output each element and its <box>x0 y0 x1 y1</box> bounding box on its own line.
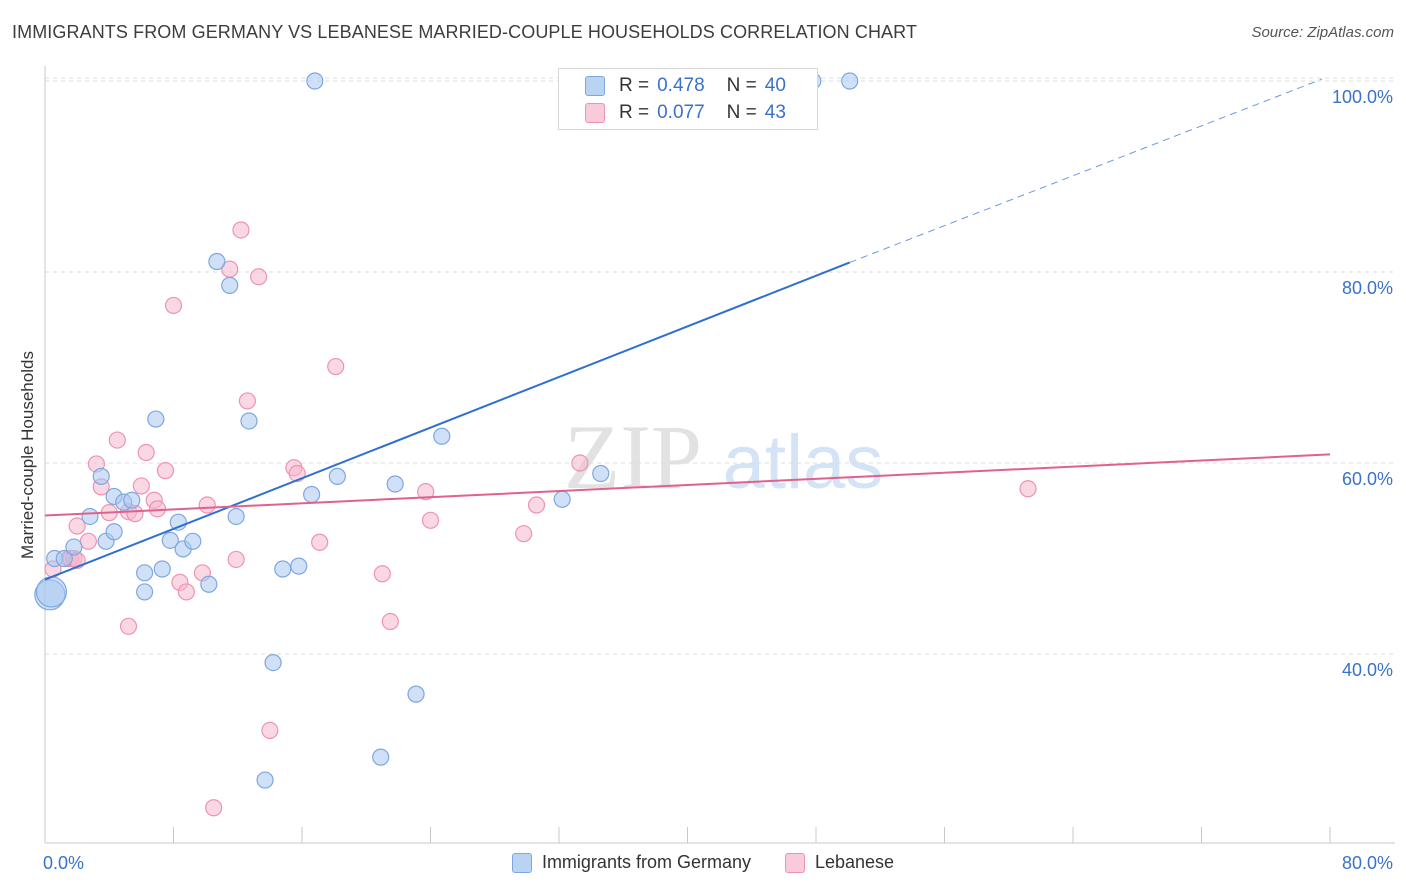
r-value: 0.478 <box>657 75 705 96</box>
point-germany <box>841 72 859 90</box>
point-lebanese <box>417 483 435 501</box>
point-germany <box>306 72 324 90</box>
legend-swatch-germany <box>585 76 605 96</box>
grid-lines <box>45 77 1395 655</box>
point-germany <box>553 490 571 508</box>
source-label: Source: ZipAtlas.com <box>1251 24 1394 41</box>
stats-legend: R = 0.478 N = 40 R = 0.077 N = 43 <box>558 68 818 130</box>
x-tick-label: 80.0% <box>1342 853 1393 873</box>
y-tick-label: 40.0% <box>1342 660 1393 680</box>
point-germany <box>65 538 83 556</box>
point-germany <box>227 507 245 526</box>
point-germany <box>592 464 610 483</box>
point-germany <box>153 560 171 578</box>
point-lebanese <box>261 721 279 740</box>
legend-label-germany: Immigrants from Germany <box>541 852 751 872</box>
point-germany <box>290 557 308 575</box>
point-germany <box>274 560 292 578</box>
trendline-lebanese <box>44 453 1331 517</box>
n-label: N = <box>726 75 757 96</box>
point-germany <box>372 748 390 766</box>
y-tick-label: 100.0% <box>1332 87 1393 107</box>
point-lebanese <box>148 500 167 518</box>
trendline-germany <box>44 261 851 581</box>
point-germany <box>92 467 110 485</box>
n-value: 40 <box>764 75 786 96</box>
point-lebanese <box>198 496 216 514</box>
watermark: ZIP atlas <box>564 406 883 508</box>
point-lebanese <box>327 357 345 376</box>
point-germany <box>161 531 179 549</box>
point-germany <box>147 410 165 428</box>
point-lebanese <box>205 799 223 817</box>
y-tick-label: 80.0% <box>1342 278 1393 298</box>
point-germany <box>184 532 202 550</box>
trendline-germany-extension <box>849 78 1323 263</box>
stats-legend-row-germany: R = 0.478 N = 40 <box>585 75 786 97</box>
point-lebanese <box>132 477 150 495</box>
point-lebanese <box>164 296 183 315</box>
chart-title: IMMIGRANTS FROM GERMANY VS LEBANESE MARR… <box>12 22 918 42</box>
point-germany <box>208 252 226 271</box>
point-lebanese <box>227 550 245 569</box>
point-germany <box>264 653 282 672</box>
point-germany <box>135 564 154 582</box>
point-lebanese <box>527 496 546 514</box>
point-lebanese <box>232 221 250 239</box>
series-legend: Immigrants from Germany Lebanese <box>0 852 1406 873</box>
n-value: 43 <box>764 102 786 123</box>
legend-label-lebanese: Lebanese <box>814 852 895 872</box>
r-value: 0.077 <box>657 102 705 123</box>
point-germany <box>200 575 218 593</box>
data-points <box>34 72 1037 817</box>
point-germany <box>81 507 99 526</box>
point-lebanese <box>119 617 138 635</box>
point-lebanese <box>373 565 391 583</box>
legend-item-lebanese[interactable]: Lebanese <box>784 852 895 873</box>
stats-legend-row-lebanese: R = 0.077 N = 43 <box>585 102 786 124</box>
point-lebanese <box>1019 480 1037 498</box>
point-lebanese <box>381 612 399 631</box>
point-lebanese <box>79 532 97 550</box>
point-lebanese <box>156 462 175 480</box>
r-label: R = <box>619 75 650 96</box>
point-germany <box>240 412 258 430</box>
point-lebanese <box>108 431 126 449</box>
point-germany <box>123 491 141 509</box>
point-germany <box>256 771 274 789</box>
legend-item-germany[interactable]: Immigrants from Germany <box>511 852 751 873</box>
trend-lines <box>44 78 1331 581</box>
point-germany <box>303 485 321 504</box>
point-germany <box>407 685 425 703</box>
tick-labels: 40.0% 60.0% 80.0% 100.0% 0.0% 80.0% <box>43 87 1393 873</box>
point-lebanese <box>571 454 589 472</box>
point-germany <box>55 549 73 568</box>
axes <box>44 66 1395 844</box>
watermark-zip: ZIP <box>564 406 702 508</box>
r-label: R = <box>619 102 650 123</box>
point-lebanese <box>177 583 195 601</box>
legend-swatch-lebanese <box>585 103 605 123</box>
point-lebanese <box>68 517 86 535</box>
point-germany <box>135 583 154 601</box>
point-germany <box>105 523 123 541</box>
point-germany <box>328 467 346 485</box>
point-lebanese <box>238 392 256 410</box>
n-label: N = <box>726 102 757 123</box>
point-lebanese <box>515 525 533 543</box>
point-lebanese <box>250 268 268 286</box>
point-germany <box>221 276 239 294</box>
point-germany <box>386 475 404 493</box>
y-tick-label: 60.0% <box>1342 469 1393 489</box>
point-germany <box>35 576 68 608</box>
legend-swatch-lebanese <box>784 852 805 873</box>
point-lebanese <box>421 511 440 529</box>
point-germany <box>433 427 451 445</box>
legend-swatch-germany <box>511 852 532 873</box>
watermark-atlas: atlas <box>723 420 884 505</box>
point-lebanese <box>137 443 155 462</box>
x-tick-label: 0.0% <box>43 853 84 873</box>
point-lebanese <box>311 533 329 551</box>
